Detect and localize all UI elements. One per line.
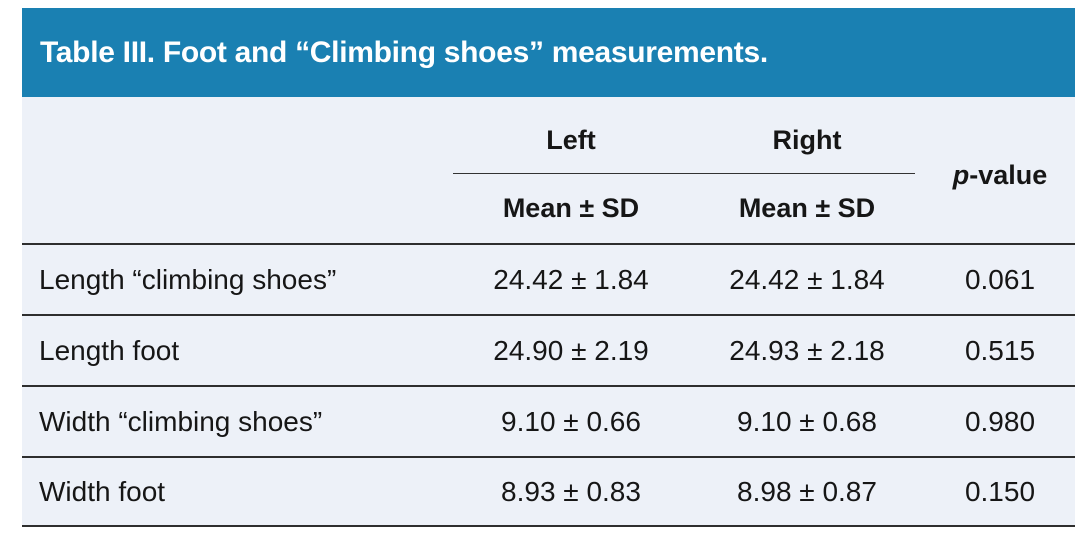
- cell-right-mean-sd: 9.10 ± 0.68: [737, 405, 877, 437]
- cell-p-value: 0.150: [964, 475, 1036, 507]
- cell-left-mean-sd: 9.10 ± 0.66: [501, 405, 641, 437]
- table-title: Table III. Foot and “Climbing shoes” mea…: [40, 35, 768, 69]
- row-label: Width foot: [39, 475, 166, 507]
- cell-right-mean-sd: 24.42 ± 1.84: [729, 263, 885, 295]
- cell-right-mean-sd: 8.98 ± 0.87: [737, 475, 877, 507]
- cell-left-mean-sd: 8.93 ± 0.83: [501, 475, 641, 507]
- column-header-left: Left: [546, 125, 596, 155]
- row-label: Width “climbing shoes”: [39, 405, 323, 437]
- cell-left-mean-sd: 24.42 ± 1.84: [493, 263, 649, 295]
- cell-left-mean-sd: 24.90 ± 2.19: [493, 334, 649, 366]
- cell-p-value: 0.061: [964, 263, 1036, 295]
- table-row: Length “climbing shoes” 24.42 ± 1.84 24.…: [22, 243, 1075, 314]
- header-divider-rule: [453, 173, 915, 174]
- table-row: Width foot 8.93 ± 0.83 8.98 ± 0.87 0.150: [22, 456, 1075, 527]
- row-label: Length “climbing shoes”: [39, 263, 337, 295]
- table-header: Left Right Mean ± SD Mean ± SD p -value: [22, 97, 1075, 243]
- subheader-mean-sd-left: Mean ± SD: [502, 193, 640, 223]
- table-row: Length foot 24.90 ± 2.19 24.93 ± 2.18 0.…: [22, 314, 1075, 385]
- cell-p-value: 0.515: [964, 334, 1036, 366]
- cell-right-mean-sd: 24.93 ± 2.18: [729, 334, 885, 366]
- subheader-mean-sd-right: Mean ± SD: [738, 193, 876, 223]
- p-value-italic-p: p: [952, 159, 970, 190]
- row-label: Length foot: [39, 334, 180, 366]
- column-header-right: Right: [772, 125, 842, 155]
- p-value-rest: -value: [969, 159, 1048, 190]
- measurements-table: Table III. Foot and “Climbing shoes” mea…: [22, 8, 1075, 527]
- column-header-p-value: p -value: [925, 97, 1075, 243]
- table-title-bar: Table III. Foot and “Climbing shoes” mea…: [22, 8, 1075, 97]
- table-row: Width “climbing shoes” 9.10 ± 0.66 9.10 …: [22, 385, 1075, 456]
- cell-p-value: 0.980: [964, 405, 1036, 437]
